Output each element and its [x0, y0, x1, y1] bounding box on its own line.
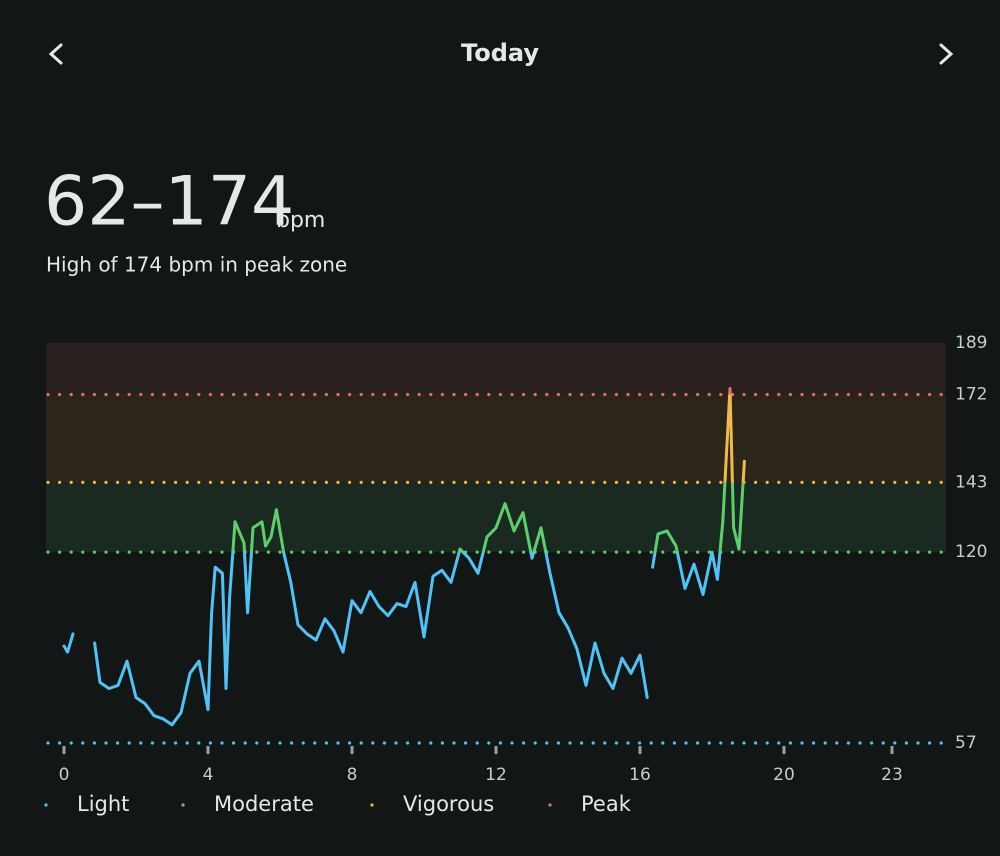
legend-label: Light [77, 792, 129, 816]
zone-band [46, 482, 946, 553]
next-button[interactable] [939, 43, 954, 65]
x-tick-label: 8 [347, 765, 358, 785]
y-tick-label: 189 [955, 333, 987, 353]
prev-button[interactable] [48, 43, 63, 65]
y-tick-label: 143 [955, 472, 987, 492]
legend-label: Moderate [214, 792, 314, 816]
zone-band [46, 552, 946, 743]
x-tick-label: 20 [773, 765, 795, 785]
page-title: Today [461, 39, 539, 67]
x-tick-label: 23 [881, 765, 903, 785]
subtitle: High of 174 bpm in peak zone [46, 253, 347, 277]
zone-band [46, 343, 946, 395]
heart-rate-range: 62–174 [44, 163, 294, 242]
y-tick-label: 172 [955, 385, 987, 405]
legend-label: Vigorous [403, 792, 494, 816]
heart-rate-line [62, 387, 746, 727]
y-tick-label: 120 [955, 542, 987, 562]
y-tick-label: 57 [955, 733, 977, 753]
unit: bpm [276, 208, 325, 233]
zone-band [46, 394, 946, 483]
x-tick-label: 16 [629, 765, 651, 785]
legend-label: Peak [581, 792, 632, 816]
x-tick-label: 0 [59, 765, 70, 785]
plot: 57 120 143 172 189 0 4 8 12 16 20 23 Light Moderate Vi… [44, 333, 987, 816]
x-tick-label: 4 [203, 765, 214, 785]
x-tick-label: 12 [485, 765, 507, 785]
